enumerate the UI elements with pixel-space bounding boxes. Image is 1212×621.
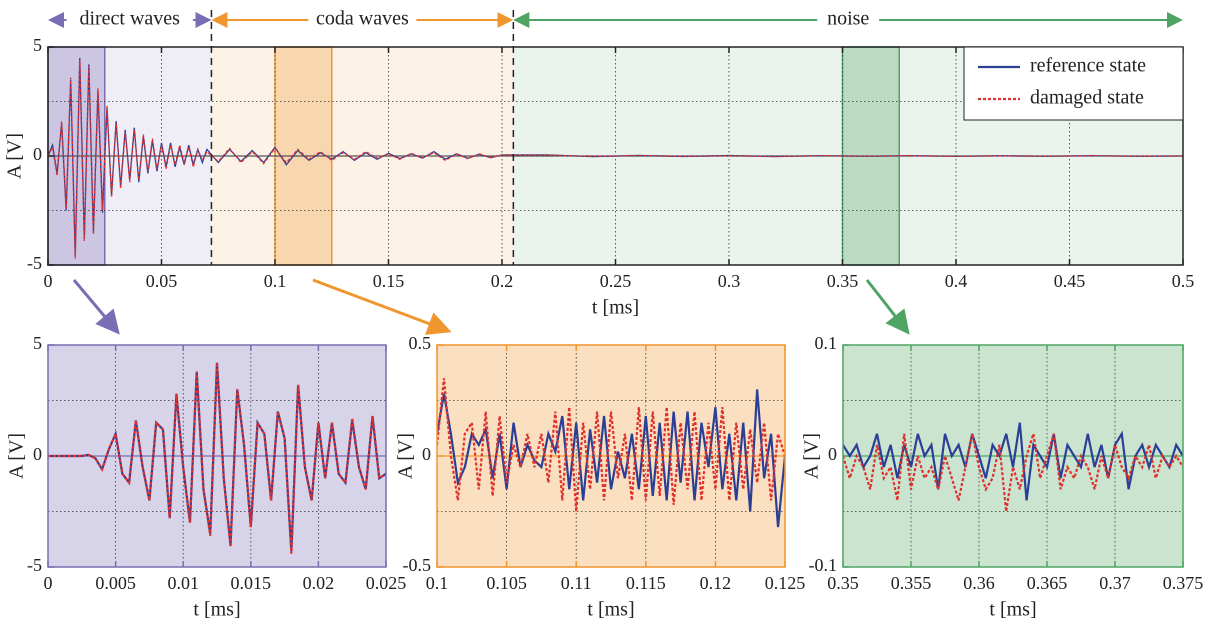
x-axis-label: t [ms] <box>989 599 1036 621</box>
series-line <box>48 362 386 552</box>
x-tick-label: 0.005 <box>95 573 136 593</box>
annotation: coda waves <box>316 8 409 30</box>
zoom-arrow <box>72 279 120 335</box>
y-tick-label: 0 <box>422 444 431 464</box>
x-axis-label: t [ms] <box>587 599 634 621</box>
y-tick-label: 0.1 <box>815 333 838 353</box>
x-axis-label: t [ms] <box>592 297 639 319</box>
x-tick-label: 0.12 <box>700 573 732 593</box>
y-tick-label: -0.5 <box>403 555 432 575</box>
x-tick-label: 0 <box>44 271 53 291</box>
x-tick-label: 0.1 <box>264 271 287 291</box>
x-tick-label: 0.375 <box>1163 573 1204 593</box>
x-tick-label: 0.4 <box>945 271 968 291</box>
legend-label: damaged state <box>1030 87 1144 109</box>
y-axis-label: A [V] <box>6 433 28 479</box>
y-tick-label: 0.5 <box>409 333 432 353</box>
x-tick-label: 0.5 <box>1172 271 1195 291</box>
plot <box>436 344 786 568</box>
plot: reference state damaged state <box>47 46 1184 266</box>
x-axis-label: t [ms] <box>193 599 240 621</box>
plot <box>47 344 387 568</box>
x-tick-label: 0.1 <box>426 573 449 593</box>
x-tick-label: 0.355 <box>891 573 932 593</box>
x-tick-label: 0.3 <box>718 271 741 291</box>
x-tick-label: 0.37 <box>1099 573 1131 593</box>
plot <box>842 344 1184 568</box>
x-tick-label: 0 <box>44 573 53 593</box>
series-line <box>48 60 1183 259</box>
plot-frame <box>436 344 786 568</box>
y-tick-label: -5 <box>27 555 42 575</box>
series-line <box>843 422 1183 501</box>
plot-frame <box>842 344 1184 568</box>
x-tick-label: 0.05 <box>146 271 178 291</box>
x-tick-label: 0.36 <box>963 573 995 593</box>
x-tick-label: 0.45 <box>1054 271 1086 291</box>
x-tick-label: 0.35 <box>827 573 859 593</box>
series-line <box>843 433 1183 512</box>
legend-label: reference state <box>1030 55 1146 77</box>
y-tick-label: 5 <box>33 333 42 353</box>
plot-frame <box>47 344 387 568</box>
x-tick-label: 0.015 <box>231 573 272 593</box>
x-tick-label: 0.01 <box>167 573 199 593</box>
x-tick-label: 0.025 <box>366 573 407 593</box>
annotation: noise <box>827 8 869 30</box>
y-tick-label: -5 <box>27 253 42 273</box>
legend-box <box>963 46 1184 121</box>
zoom-arrow <box>865 279 910 335</box>
x-tick-label: 0.115 <box>626 573 666 593</box>
x-tick-label: 0.125 <box>765 573 806 593</box>
y-tick-label: 0 <box>828 444 837 464</box>
y-tick-label: 0 <box>33 444 42 464</box>
y-axis-label: A [V] <box>4 133 26 179</box>
y-axis-label: A [V] <box>801 433 823 479</box>
x-tick-label: 0.105 <box>486 573 527 593</box>
x-tick-label: 0.365 <box>1027 573 1068 593</box>
x-tick-label: 0.35 <box>827 271 859 291</box>
x-tick-label: 0.2 <box>491 271 514 291</box>
y-axis-label: A [V] <box>395 433 417 479</box>
x-tick-label: 0.11 <box>561 573 592 593</box>
y-tick-label: 5 <box>33 35 42 55</box>
zoom-arrow <box>312 278 452 335</box>
x-tick-label: 0.25 <box>600 271 632 291</box>
series-line <box>437 378 785 512</box>
y-tick-label: 0 <box>33 144 42 164</box>
x-tick-label: 0.02 <box>303 573 335 593</box>
y-tick-label: -0.1 <box>809 555 838 575</box>
plot-frame <box>47 46 1184 266</box>
annotation: direct waves <box>79 8 180 30</box>
x-tick-label: 0.15 <box>373 271 405 291</box>
